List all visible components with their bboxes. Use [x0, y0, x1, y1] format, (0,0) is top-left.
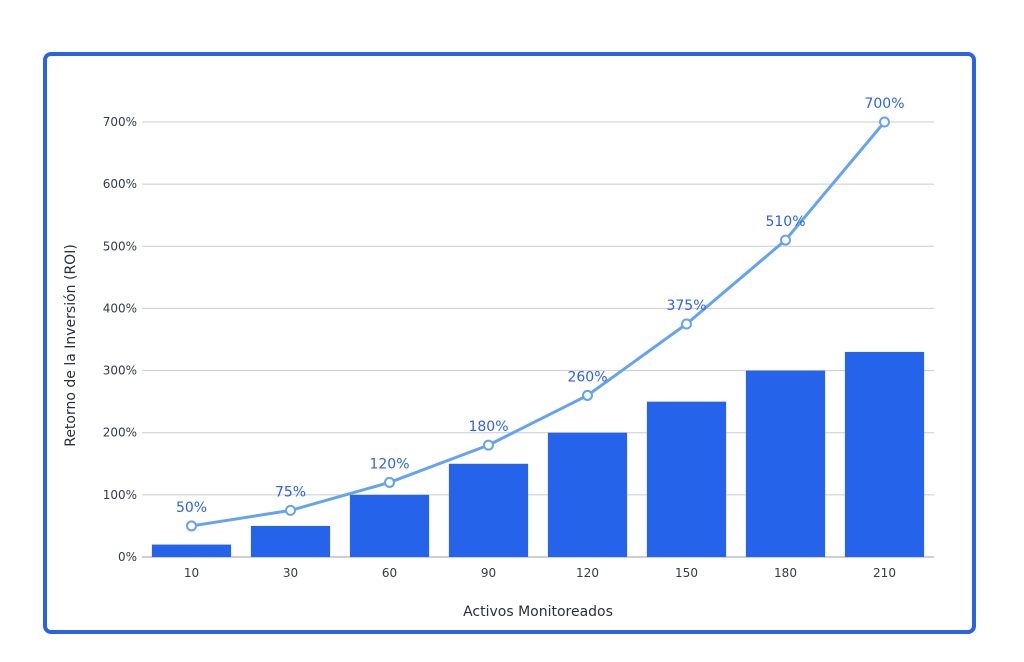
bar	[646, 401, 727, 557]
y-tick-label: 600%	[103, 177, 137, 191]
data-label: 510%	[765, 214, 805, 230]
x-tick-label: 210	[873, 566, 896, 580]
bar	[349, 494, 430, 557]
roi-line	[191, 121, 886, 528]
x-tick-label: 90	[481, 566, 496, 580]
line-point	[285, 504, 296, 516]
bar	[151, 544, 232, 557]
bar	[745, 370, 826, 557]
x-tick-label: 180	[774, 566, 797, 580]
y-tick-label: 700%	[103, 115, 137, 129]
bar	[448, 463, 529, 557]
x-tick-label: 150	[675, 566, 698, 580]
line-point	[483, 439, 494, 451]
y-tick-label: 200%	[103, 426, 137, 440]
data-label: 375%	[666, 298, 706, 314]
x-tick-label: 30	[283, 566, 298, 580]
x-tick-label: 10	[184, 566, 199, 580]
line-point	[780, 234, 791, 246]
y-tick-label: 400%	[103, 301, 137, 315]
line-point	[582, 389, 593, 401]
bar	[547, 432, 628, 557]
data-label: 180%	[468, 419, 508, 435]
y-tick-labels: 0% 100% 200% 300% 400% 500% 600% 700%	[103, 115, 137, 564]
y-tick-label: 0%	[118, 550, 137, 564]
x-axis-title: Activos Monitoreados	[463, 604, 613, 620]
line-point	[384, 476, 395, 488]
y-tick-label: 100%	[103, 488, 137, 502]
y-tick-label: 300%	[103, 364, 137, 378]
x-tick-label: 120	[576, 566, 599, 580]
y-tick-label: 500%	[103, 239, 137, 253]
data-label: 700%	[864, 96, 904, 112]
line-point	[681, 318, 692, 330]
line-point	[186, 520, 197, 532]
x-tick-labels: 10 30 60 90 120 150 180 210	[184, 566, 896, 580]
bar	[250, 525, 331, 557]
data-label: 260%	[567, 369, 607, 385]
bar	[844, 351, 925, 557]
y-axis-title: Retorno de la Inversión (ROI)	[63, 244, 79, 447]
data-label: 75%	[275, 484, 306, 500]
data-label: 120%	[369, 456, 409, 472]
bar-series	[151, 351, 925, 557]
data-labels: 50% 75% 120% 180% 260% 375% 510% 700%	[176, 96, 905, 516]
line-point	[879, 116, 890, 128]
line-series	[186, 116, 890, 532]
x-tick-label: 60	[382, 566, 397, 580]
data-label: 50%	[176, 500, 207, 516]
